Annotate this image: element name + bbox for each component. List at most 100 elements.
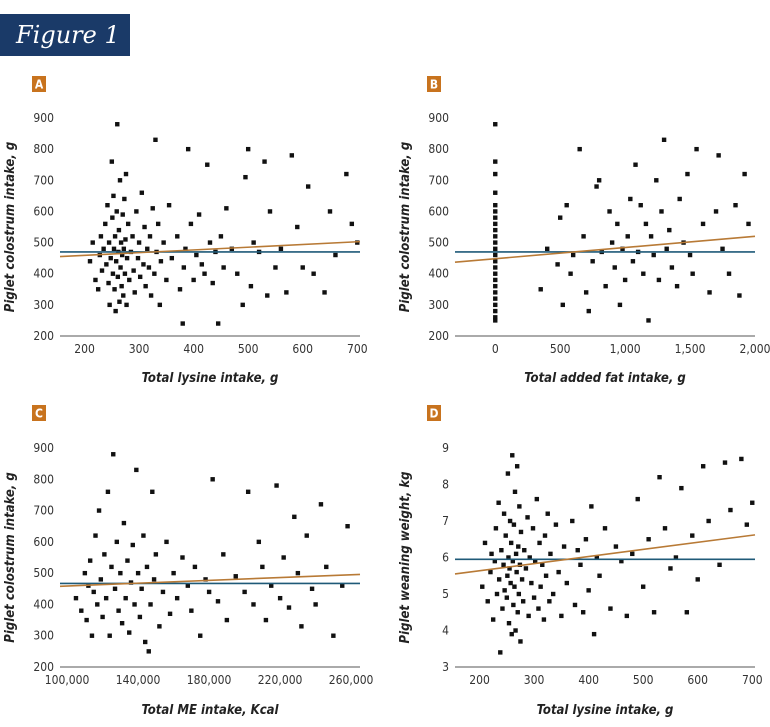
data-point [609, 240, 615, 245]
data-point [169, 255, 175, 261]
data-point [508, 540, 514, 546]
data-point [194, 252, 199, 258]
data-point [684, 610, 690, 615]
data-point [620, 246, 625, 251]
data-point [262, 159, 267, 164]
data-point [615, 221, 620, 227]
y-tick-label: 900 [33, 441, 54, 455]
data-point [95, 287, 101, 292]
data-point [134, 209, 139, 214]
panel-badge-c [32, 405, 46, 421]
y-tick-label: 7 [442, 514, 449, 528]
data-point [677, 196, 682, 202]
y-tick-label: 400 [428, 267, 449, 281]
data-point [171, 570, 176, 576]
data-point [127, 277, 132, 283]
data-point [514, 464, 520, 469]
data-point [493, 234, 498, 239]
data-point [572, 602, 578, 608]
data-point [555, 262, 560, 267]
data-point [640, 584, 646, 589]
data-point [104, 262, 109, 267]
data-point [505, 573, 510, 578]
y-tick-label: 800 [33, 142, 54, 156]
data-point [205, 162, 210, 167]
data-point [508, 580, 513, 586]
y-tick-label: 500 [33, 236, 54, 250]
data-point [274, 483, 279, 488]
data-point [318, 502, 324, 507]
data-point [304, 533, 309, 538]
data-point [218, 234, 224, 239]
x-tick-label: 220,000 [258, 673, 303, 687]
data-point [117, 299, 122, 304]
y-tick-label: 600 [33, 204, 54, 218]
data-point [716, 153, 721, 158]
data-point [263, 617, 269, 623]
data-point [493, 221, 498, 227]
data-point [577, 146, 582, 152]
data-point [583, 290, 589, 295]
data-point [545, 246, 550, 251]
y-tick-label: 500 [428, 236, 449, 250]
x-tick-label: 100,000 [45, 673, 90, 687]
x-axis-label: Total lysine intake, g [537, 703, 674, 718]
data-point [286, 605, 292, 610]
data-point [96, 508, 102, 513]
data-point [581, 234, 586, 239]
data-point [493, 171, 498, 177]
data-point [529, 580, 534, 586]
data-point [512, 489, 518, 494]
data-point [496, 500, 501, 505]
data-point [493, 246, 498, 251]
data-point [113, 259, 119, 264]
y-tick-label: 4 [442, 624, 449, 638]
data-point [540, 562, 545, 567]
trend-line [454, 235, 756, 263]
data-point [503, 533, 508, 538]
data-point [117, 178, 123, 183]
data-point [121, 293, 126, 298]
data-point [737, 293, 742, 298]
data-point [536, 606, 541, 611]
data-point [95, 602, 100, 607]
data-point [511, 522, 517, 527]
data-point [111, 246, 117, 251]
data-point [575, 548, 580, 553]
x-tick-label: 400 [183, 342, 204, 356]
data-point [119, 252, 125, 258]
data-point [130, 542, 135, 548]
data-point [624, 613, 630, 619]
data-point [248, 283, 254, 289]
data-point [108, 255, 113, 261]
data-point [107, 633, 112, 638]
data-point [700, 464, 706, 469]
data-point [151, 577, 157, 582]
data-point [148, 293, 154, 298]
data-point [662, 526, 668, 531]
data-point [174, 595, 180, 601]
data-point [167, 611, 173, 617]
data-point [110, 215, 115, 220]
data-point [690, 271, 695, 276]
y-tick-label: 600 [33, 535, 54, 549]
data-point [580, 610, 586, 615]
y-tick-label: 300 [428, 298, 449, 312]
data-point [526, 613, 531, 619]
data-point [281, 555, 286, 560]
data-point [685, 171, 690, 177]
data-point [152, 271, 157, 276]
data-point [324, 564, 329, 570]
data-point [115, 274, 121, 280]
data-point [586, 308, 591, 314]
data-point [198, 633, 203, 638]
data-point [89, 633, 95, 638]
x-tick-label: 260,000 [329, 673, 374, 687]
panel-label-d: D [430, 407, 439, 421]
data-point [245, 146, 251, 152]
data-point [82, 570, 88, 576]
y-tick-label: 800 [33, 472, 54, 486]
data-point [513, 628, 518, 633]
data-point [695, 577, 700, 582]
data-point [613, 544, 619, 549]
